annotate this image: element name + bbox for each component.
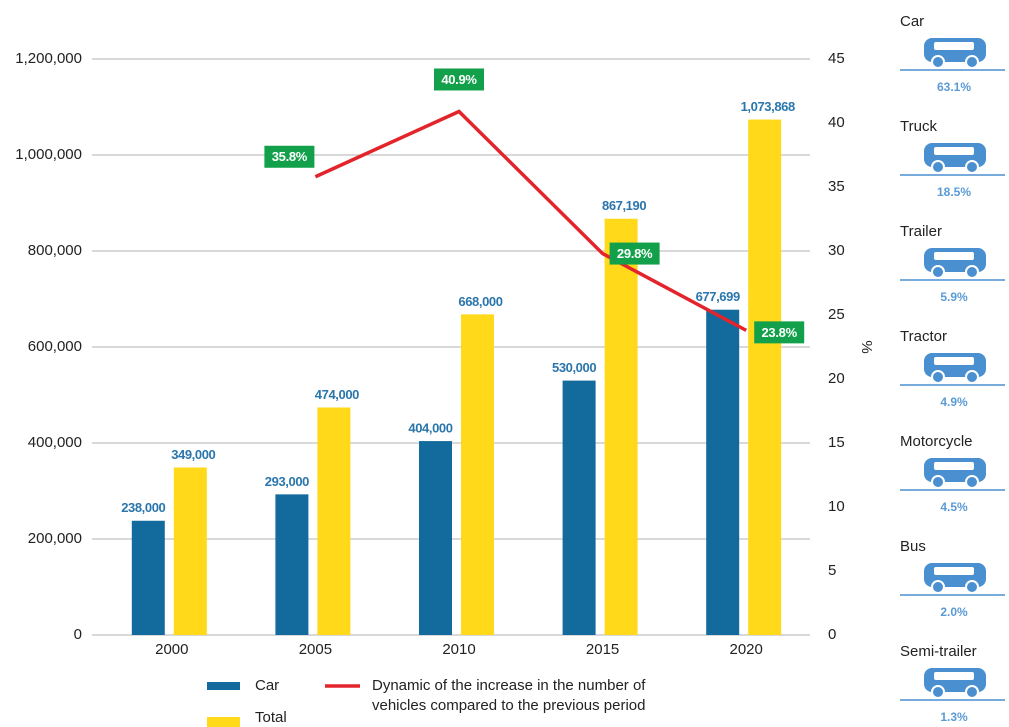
value-label: 349,000 (171, 447, 215, 462)
value-label: 293,000 (265, 474, 309, 489)
bar (562, 380, 596, 635)
value-label: 677,699 (696, 289, 740, 304)
vehicle-name: Tractor (900, 328, 947, 345)
vehicle-window (934, 42, 974, 50)
vehicle-window (934, 147, 974, 155)
label-box (434, 68, 484, 91)
y2-tick-label: 5 (828, 562, 836, 579)
vehicle-share: 63.1% (937, 80, 971, 94)
label-box (264, 145, 315, 168)
vehicle-wheel (965, 160, 979, 174)
y2-tick-label: 15 (828, 434, 845, 451)
y2-tick-label: 20 (828, 370, 845, 387)
y2-tick-label: 25 (828, 306, 845, 323)
y2-tick-label: 0 (828, 626, 836, 643)
bar (604, 218, 638, 636)
bar (748, 119, 782, 636)
vehicle-share: 2.0% (940, 605, 968, 619)
vehicle-wheel (931, 580, 945, 594)
value-label: 867,190 (602, 198, 646, 213)
bar (173, 467, 207, 635)
vehicle-share: 18.5% (937, 185, 971, 199)
y2-tick-label: 10 (828, 498, 845, 515)
label-box (754, 321, 805, 344)
legend-swatch (207, 682, 240, 690)
bar (419, 441, 452, 635)
y-tick-label: 400,000 (28, 434, 82, 451)
y2-tick-label: 35 (828, 178, 845, 195)
x-tick-label: 2010 (442, 641, 475, 658)
value-label: 1,073,868 (741, 99, 795, 114)
vehicle-name: Truck (900, 118, 937, 135)
legend-swatch (207, 717, 240, 727)
legend-label: Car (255, 677, 279, 694)
value-label: 40.9% (441, 72, 477, 87)
vehicle-window (934, 357, 974, 365)
y2-axis-label: % (858, 340, 875, 353)
line (314, 109, 748, 332)
y2-tick-label: 45 (828, 50, 845, 67)
bar (131, 520, 165, 635)
vehicle-name: Bus (900, 538, 926, 555)
vehicle-share: 4.5% (940, 500, 968, 514)
y-tick-label: 200,000 (28, 530, 82, 547)
vehicle-wheel (931, 370, 945, 384)
y-tick-label: 1,200,000 (15, 50, 82, 67)
y-tick-label: 600,000 (28, 338, 82, 355)
value-label: 238,000 (121, 500, 165, 515)
vehicle-wheel (965, 265, 979, 279)
vehicle-window (934, 252, 974, 260)
vehicle-wheel (931, 55, 945, 69)
vehicle-window (934, 567, 974, 575)
y2-tick-label: 40 (828, 114, 845, 131)
legend-label: Total (255, 709, 287, 726)
vehicle-share: 5.9% (940, 290, 968, 304)
vehicle-wheel (931, 265, 945, 279)
vehicle-share: 4.9% (940, 395, 968, 409)
bar (461, 314, 494, 635)
value-label: 668,000 (458, 294, 502, 309)
vehicle-wheel (965, 475, 979, 489)
vehicle-share: 1.3% (940, 710, 968, 724)
label-box (609, 242, 660, 265)
vehicle-name: Motorcycle (900, 433, 973, 450)
vehicle-wheel (931, 685, 945, 699)
value-label: 29.8% (617, 246, 653, 261)
vehicle-wheel (965, 370, 979, 384)
vehicle-wheel (931, 475, 945, 489)
x-tick-label: 2000 (155, 641, 188, 658)
legend-label: Dynamic of the increase in the number of… (372, 677, 646, 714)
bar (317, 407, 351, 635)
vehicle-wheel (965, 685, 979, 699)
vehicle-name: Car (900, 13, 924, 30)
vehicle-window (934, 462, 974, 470)
vehicle-wheel (931, 160, 945, 174)
value-label: 404,000 (408, 421, 452, 436)
vehicle-wheel (965, 55, 979, 69)
x-tick-label: 2020 (730, 641, 763, 658)
y-tick-label: 800,000 (28, 242, 82, 259)
bar (706, 309, 740, 635)
y-tick-label: 1,000,000 (15, 146, 82, 163)
y2-tick-label: 30 (828, 242, 845, 259)
value-label: 474,000 (315, 387, 359, 402)
x-tick-label: 2015 (586, 641, 619, 658)
vehicle-window (934, 672, 974, 680)
value-label: 530,000 (552, 360, 596, 375)
y-tick-label: 0 (74, 626, 82, 643)
value-label: 35.8% (272, 149, 308, 164)
vehicle-name: Semi-trailer (900, 643, 977, 660)
value-label: 23.8% (762, 325, 798, 340)
vehicle-name: Trailer (900, 223, 942, 240)
x-tick-label: 2005 (299, 641, 332, 658)
bar (275, 494, 309, 635)
vehicle-wheel (965, 580, 979, 594)
